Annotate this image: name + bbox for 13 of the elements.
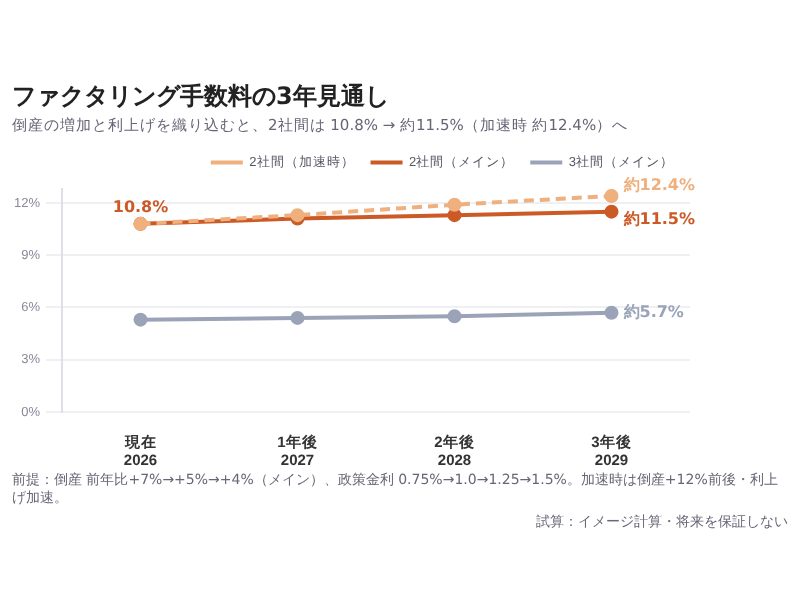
point bbox=[290, 310, 305, 325]
point bbox=[447, 309, 462, 324]
point bbox=[604, 189, 619, 203]
point bbox=[133, 312, 148, 327]
data-label: 約11.5% bbox=[621, 209, 696, 228]
data-label: 約12.4% bbox=[621, 176, 696, 195]
point bbox=[604, 305, 619, 320]
point bbox=[604, 204, 619, 219]
chart-title: ファクタリング手数料の3年見通し bbox=[12, 80, 389, 114]
data-label: 10.8% bbox=[112, 198, 169, 216]
data-label: 約5.7% bbox=[621, 302, 684, 321]
point bbox=[447, 208, 462, 223]
point bbox=[447, 197, 462, 212]
